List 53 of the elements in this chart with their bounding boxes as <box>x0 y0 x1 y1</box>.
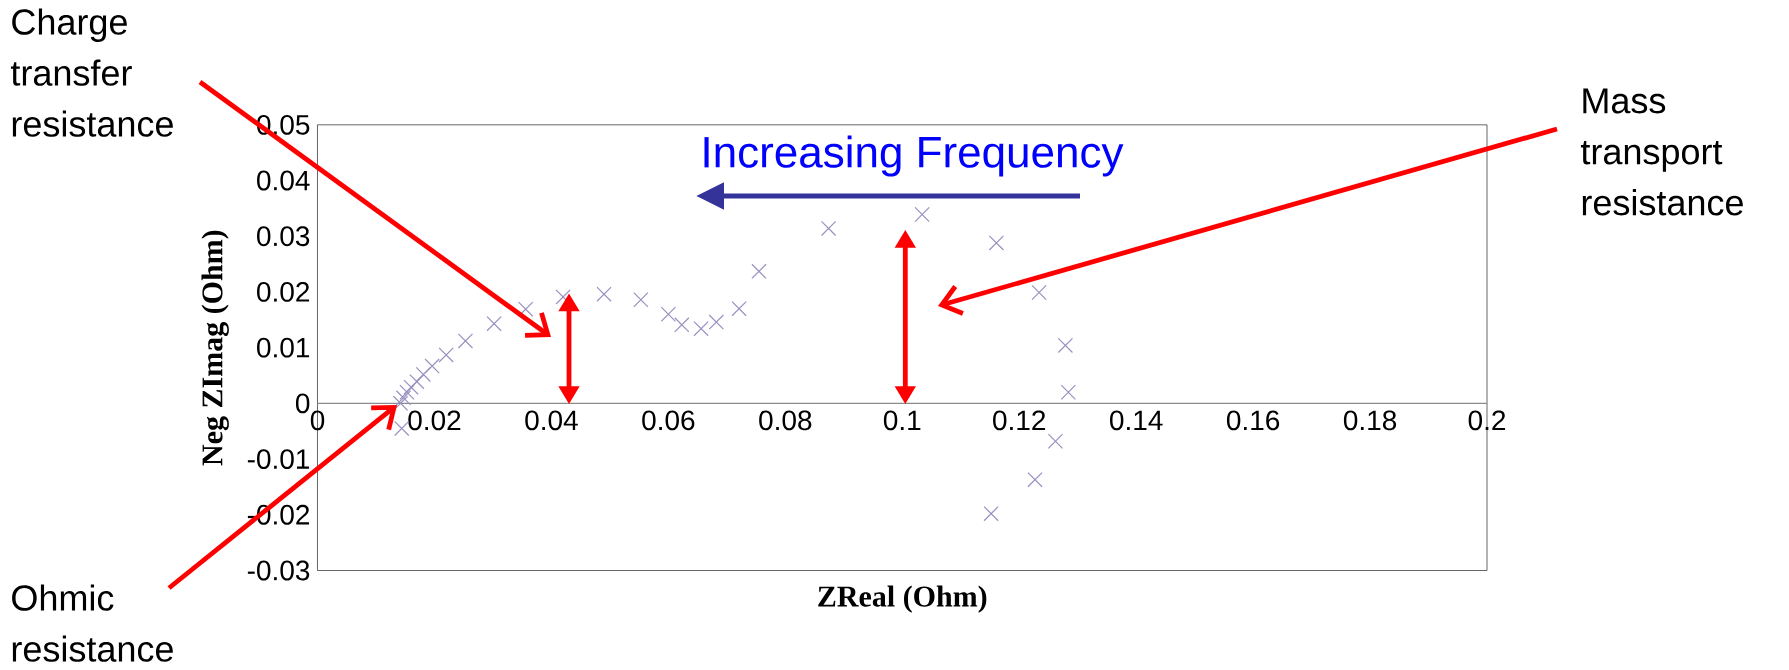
x-tick-label: 0.04 <box>525 410 578 431</box>
point <box>555 289 571 305</box>
x-tick-label: 0.06 <box>642 410 695 431</box>
point <box>438 347 454 363</box>
point <box>394 420 410 437</box>
y-tick-label: 0.03 <box>257 226 310 247</box>
point <box>820 220 837 237</box>
point <box>409 373 425 390</box>
point <box>457 333 474 349</box>
point <box>392 395 409 412</box>
text: Charge transfer resistance <box>10 8 173 137</box>
x-tick-label: 0.16 <box>1226 410 1280 431</box>
point <box>415 366 432 383</box>
point <box>731 300 747 317</box>
point <box>693 321 709 337</box>
point <box>988 235 1005 251</box>
point <box>399 384 415 400</box>
y-tick-label: 0.02 <box>257 282 310 302</box>
text: Ohmic resistance <box>12 584 173 662</box>
point <box>1027 472 1043 488</box>
point <box>1031 284 1047 301</box>
point <box>596 286 612 302</box>
point <box>518 301 534 317</box>
x-tick-label: 0.02 <box>408 410 461 431</box>
x-tick-label: 0.08 <box>759 410 812 431</box>
point <box>708 314 724 330</box>
y-tick-label: 0 <box>295 393 310 414</box>
point <box>660 306 677 322</box>
point <box>914 206 930 223</box>
x-tick-label: 0.1 <box>883 410 921 431</box>
x-tick-label: 0.2 <box>1468 410 1506 431</box>
annotation: Increasing Frequency <box>704 135 1124 177</box>
point <box>403 379 419 395</box>
point <box>983 506 999 522</box>
point <box>395 390 412 406</box>
y-tick-label: 0.01 <box>257 337 310 358</box>
point <box>486 316 502 332</box>
x-tick-label: 0.18 <box>1343 410 1397 431</box>
y-tick-label: -0.03 <box>247 560 310 581</box>
point <box>674 317 690 333</box>
point <box>751 263 767 280</box>
x-tick-label: 0.12 <box>993 410 1046 431</box>
point <box>1047 433 1064 449</box>
x-tick-label: 0.14 <box>1110 410 1163 431</box>
point <box>424 358 440 374</box>
text: Mass transport resistance <box>1580 88 1743 216</box>
point <box>633 292 649 308</box>
x-axis-title: ZReal (Ohm) <box>818 585 987 613</box>
point <box>1060 384 1076 400</box>
y-tick-label: 0.04 <box>257 170 310 191</box>
y-axis-title: Neg ZImag (Ohm) <box>201 230 229 466</box>
point <box>1057 337 1074 354</box>
y-tick-label: -0.01 <box>247 449 310 469</box>
